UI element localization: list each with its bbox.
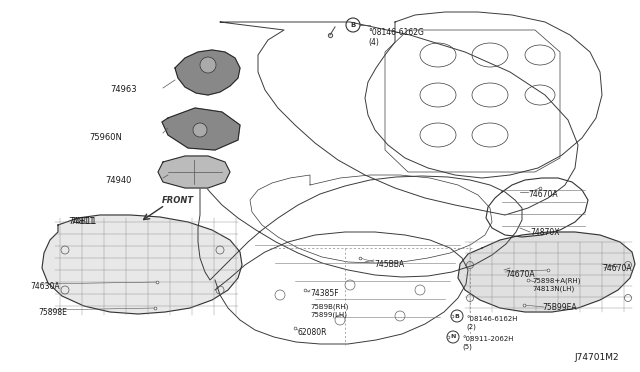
- Text: 75B99EA: 75B99EA: [542, 303, 577, 312]
- Text: 74811: 74811: [70, 217, 97, 226]
- Text: 62080R: 62080R: [298, 328, 328, 337]
- Text: 74670A: 74670A: [505, 270, 534, 279]
- Text: °08146-6162H
(2): °08146-6162H (2): [466, 316, 518, 330]
- Text: °08146-6162G
(4): °08146-6162G (4): [368, 28, 424, 47]
- Text: °08911-2062H
(5): °08911-2062H (5): [462, 336, 513, 350]
- Circle shape: [193, 123, 207, 137]
- Polygon shape: [458, 232, 635, 312]
- Text: 75898E: 75898E: [38, 308, 67, 317]
- Text: FRONT: FRONT: [162, 196, 194, 205]
- Text: J74701M2: J74701M2: [574, 353, 619, 362]
- Text: 74940: 74940: [106, 176, 132, 185]
- Text: B: B: [350, 22, 356, 28]
- Text: 75960N: 75960N: [89, 133, 122, 142]
- Text: 74811: 74811: [68, 217, 95, 226]
- Circle shape: [200, 57, 216, 73]
- Polygon shape: [175, 50, 240, 95]
- Text: 745BBA: 745BBA: [374, 260, 404, 269]
- Text: 74385F: 74385F: [310, 289, 339, 298]
- Polygon shape: [162, 108, 240, 150]
- Text: B: B: [454, 314, 460, 318]
- Text: 74670A: 74670A: [602, 264, 632, 273]
- Polygon shape: [42, 215, 242, 314]
- Text: N: N: [451, 334, 456, 340]
- Text: 74870X: 74870X: [530, 228, 559, 237]
- Text: 75898+A(RH)
74813N(LH): 75898+A(RH) 74813N(LH): [532, 278, 580, 292]
- Text: 74963: 74963: [110, 85, 137, 94]
- Text: 74670A: 74670A: [528, 190, 557, 199]
- Polygon shape: [158, 156, 230, 188]
- Text: 74630A: 74630A: [30, 282, 60, 291]
- Text: 75B9B(RH)
75899(LH): 75B9B(RH) 75899(LH): [310, 304, 348, 318]
